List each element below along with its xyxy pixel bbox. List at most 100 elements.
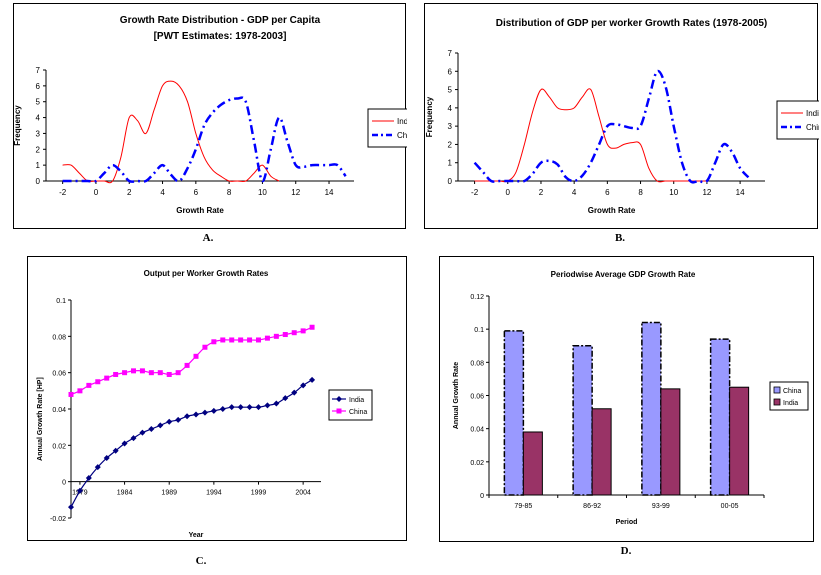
chart-c-y-tick-label: 0.08 bbox=[52, 334, 66, 341]
chart-a-y-tick-label: 7 bbox=[36, 66, 41, 75]
chart-b-x-tick-label: 6 bbox=[605, 188, 610, 197]
chart-c-point-india bbox=[112, 447, 119, 454]
chart-a-y-axis-label: Frequency bbox=[14, 105, 22, 146]
chart-a-legend-label-india: India bbox=[397, 117, 407, 126]
chart-a-y-tick-label: 2 bbox=[36, 145, 41, 154]
chart-c-point-india bbox=[130, 435, 137, 442]
chart-b-x-axis-label: Growth Rate bbox=[588, 206, 636, 215]
chart-a-y-tick-label: 5 bbox=[36, 98, 41, 107]
chart-d-legend-swatch-india bbox=[773, 398, 781, 406]
chart-d-x-axis-label: Period bbox=[616, 519, 638, 526]
chart-d-y-tick-label: 0.02 bbox=[470, 460, 484, 467]
chart-c-x-tick-label: 1999 bbox=[251, 490, 267, 497]
chart-c-point-china bbox=[282, 332, 288, 338]
chart-c-title: Output per Worker Growth Rates bbox=[144, 269, 269, 278]
chart-d-bar-india bbox=[729, 386, 750, 496]
chart-c-point-china bbox=[273, 333, 279, 339]
chart-b-y-tick-label: 2 bbox=[448, 140, 453, 149]
chart-d-y-tick-label: 0.08 bbox=[470, 360, 484, 367]
chart-c-point-india bbox=[201, 409, 208, 416]
chart-c-point-china bbox=[211, 339, 217, 345]
chart-a-y-tick-label: 6 bbox=[36, 82, 41, 91]
chart-c-point-india bbox=[148, 425, 155, 432]
chart-c-point-india bbox=[255, 404, 262, 411]
chart-c-y-tick-label: 0.06 bbox=[52, 371, 66, 378]
chart-a-x-tick-label: 8 bbox=[227, 188, 232, 197]
chart-b-legend-label-china: China bbox=[806, 123, 819, 132]
chart-c-point-india bbox=[291, 389, 298, 396]
chart-c-point-china bbox=[122, 370, 128, 376]
chart-b-y-tick-label: 7 bbox=[448, 49, 453, 58]
chart-c-point-china bbox=[291, 330, 297, 336]
chart-c-x-tick-label: 1994 bbox=[206, 490, 222, 497]
chart-a-x-tick-label: 6 bbox=[194, 188, 199, 197]
chart-b-series-china-line bbox=[473, 69, 750, 184]
chart-c-point-china bbox=[256, 337, 261, 343]
chart-c-svg: Output per Worker Growth Rates -0.02 0 0.02… bbox=[37, 269, 373, 539]
chart-c-point-china bbox=[202, 344, 208, 350]
chart-c-point-india bbox=[121, 440, 128, 447]
chart-c-point-india bbox=[94, 464, 101, 471]
chart-c-point-india bbox=[309, 376, 316, 383]
chart-b-y-tick-label: 0 bbox=[448, 177, 453, 186]
chart-c-point-china bbox=[264, 335, 270, 341]
chart-c-point-china bbox=[193, 353, 199, 359]
chart-c-point-india bbox=[157, 422, 164, 429]
chart-a-svg: Growth Rate Distribution - GDP per Capit… bbox=[14, 15, 407, 215]
chart-c-series-india-line bbox=[70, 379, 313, 508]
chart-c-point-china bbox=[229, 337, 235, 343]
chart-a-series-india-line bbox=[62, 80, 280, 184]
chart-b-title: Distribution of GDP per worker Growth Ra… bbox=[496, 18, 768, 29]
chart-c-point-india bbox=[219, 406, 226, 412]
chart-c-series-china-line bbox=[70, 326, 313, 396]
chart-c-point-india bbox=[264, 402, 271, 409]
chart-c-point-india bbox=[273, 400, 280, 407]
chart-b-svg: Distribution of GDP per worker Growth Ra… bbox=[425, 18, 819, 215]
chart-c-point-china bbox=[300, 328, 306, 334]
chart-d-legend-swatch-china bbox=[773, 386, 781, 394]
chart-a-x-tick-label: 4 bbox=[160, 188, 165, 197]
chart-c-point-china bbox=[131, 368, 136, 374]
chart-d-legend-label-china: China bbox=[783, 388, 801, 395]
chart-c-y-tick-label: -0.02 bbox=[50, 516, 66, 523]
chart-c-point-china bbox=[68, 391, 74, 397]
chart-b-x-tick-label: 12 bbox=[702, 188, 711, 197]
chart-c-legend-box bbox=[328, 389, 373, 421]
chart-d-y-tick-label: 0.1 bbox=[474, 327, 484, 334]
chart-c-point-china bbox=[220, 337, 226, 343]
chart-d-y-tick-label: 0.04 bbox=[470, 427, 484, 434]
chart-c-point-india bbox=[282, 395, 289, 402]
chart-b-series-india-line bbox=[474, 88, 707, 183]
chart-c-point-india bbox=[139, 429, 146, 436]
chart-c-panel: Output per Worker Growth Rates -0.02 0 0.02… bbox=[27, 256, 407, 541]
chart-a-y-tick-label: 0 bbox=[36, 177, 41, 186]
chart-c-point-china bbox=[309, 324, 315, 330]
chart-b-x-tick-label: 4 bbox=[572, 188, 577, 197]
chart-d-legend-label-india: India bbox=[783, 400, 798, 407]
chart-c-point-india bbox=[193, 411, 199, 418]
caption-a: A. bbox=[202, 232, 214, 244]
chart-c-point-china bbox=[184, 362, 190, 368]
chart-b-y-tick-label: 5 bbox=[448, 86, 453, 95]
chart-c-y-tick-label: 0.1 bbox=[56, 298, 66, 305]
chart-c-y-tick-label: 0.04 bbox=[52, 407, 66, 414]
chart-c-point-china bbox=[113, 371, 119, 377]
chart-c-point-china bbox=[175, 370, 181, 376]
chart-c-point-india bbox=[210, 407, 217, 414]
chart-d-bar-india bbox=[522, 431, 543, 496]
chart-a-subtitle: [PWT Estimates: 1978-2003] bbox=[154, 31, 287, 42]
chart-c-point-china bbox=[238, 337, 244, 343]
chart-b-y-tick-label: 3 bbox=[448, 122, 453, 131]
chart-a-y-tick-label: 3 bbox=[36, 129, 41, 138]
chart-b-y-tick-label: 1 bbox=[448, 159, 453, 168]
chart-c-point-china bbox=[104, 375, 110, 381]
chart-c-point-china bbox=[157, 370, 163, 376]
chart-b-panel: Distribution of GDP per worker Growth Ra… bbox=[424, 3, 819, 229]
chart-c-point-india bbox=[228, 404, 235, 411]
chart-c-legend-marker-china bbox=[336, 408, 342, 414]
chart-a-series-china-line bbox=[62, 96, 347, 183]
chart-c-point-china bbox=[77, 388, 83, 394]
chart-c-point-india bbox=[68, 504, 74, 511]
chart-c-x-tick-label: 1984 bbox=[117, 490, 133, 497]
chart-c-point-india bbox=[246, 404, 253, 411]
